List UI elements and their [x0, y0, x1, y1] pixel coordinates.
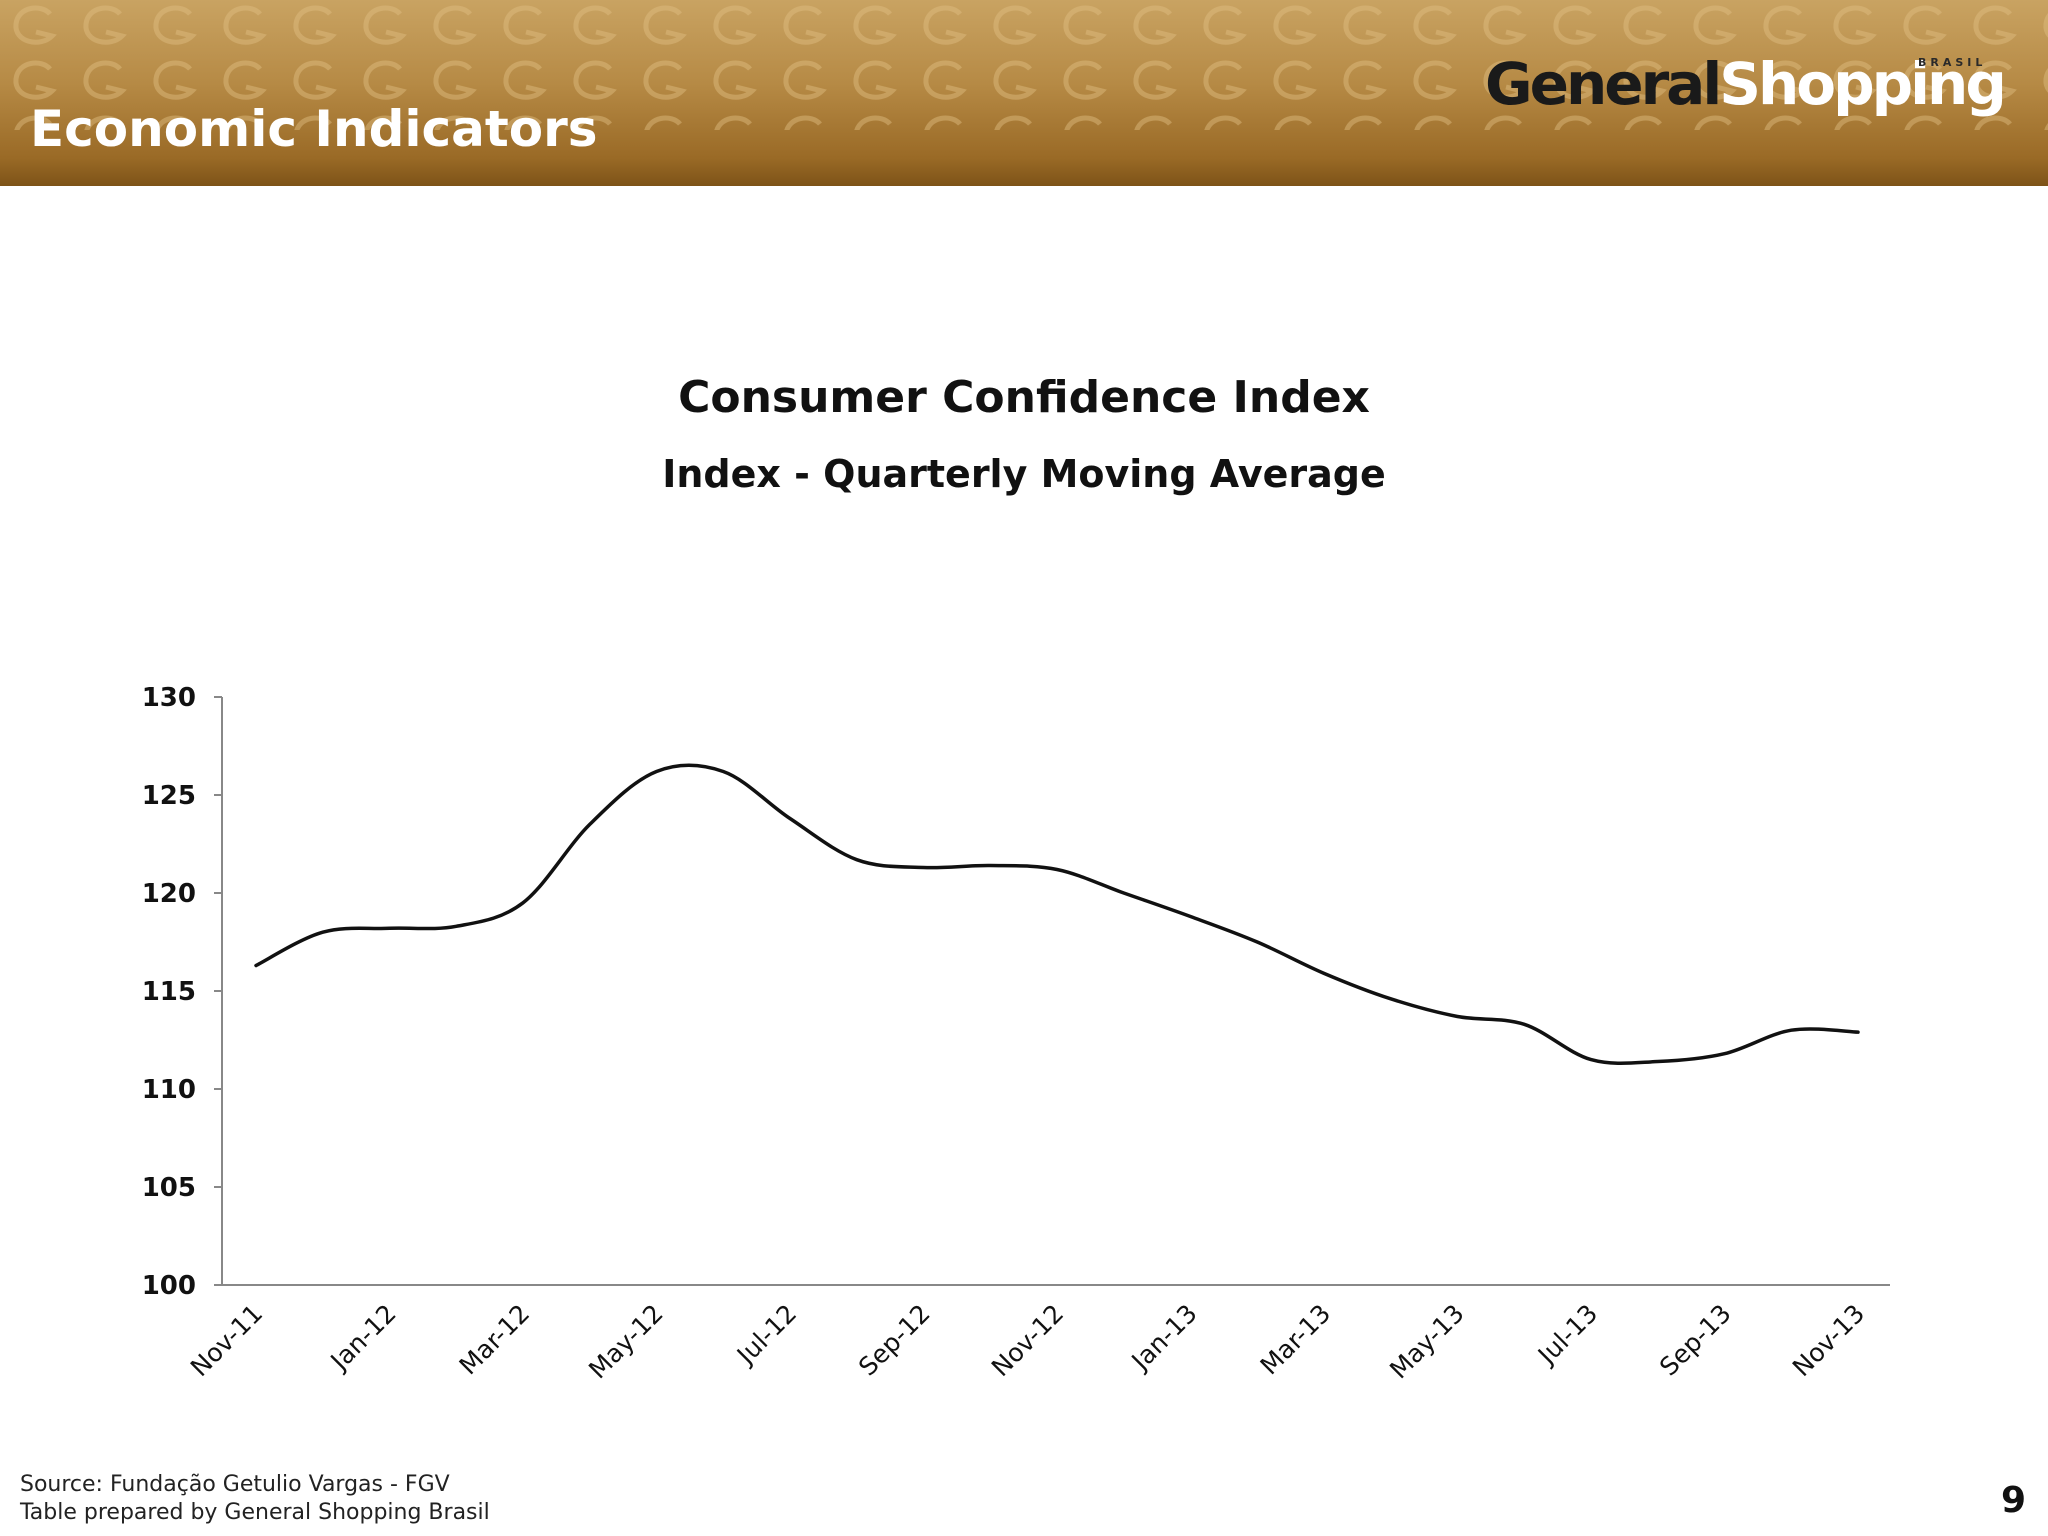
logo-general: General	[1485, 50, 1722, 118]
y-tick-label: 110	[142, 1075, 196, 1105]
x-tick-label: Jan-13	[1125, 1299, 1203, 1377]
header-banner: Economic Indicators GeneralShopping BRAS…	[0, 0, 2048, 186]
brand-logo: GeneralShopping	[1485, 50, 2007, 118]
chart-title: Consumer Confidence Index	[678, 372, 1370, 423]
data-point	[1057, 869, 1058, 870]
data-point	[1457, 1016, 1458, 1017]
chart-axes	[221, 697, 1890, 1286]
source-note: Source: Fundação Getulio Vargas - FGV	[20, 1472, 450, 1497]
data-point	[589, 824, 590, 825]
data-point	[790, 818, 791, 819]
header-pattern	[0, 0, 2048, 130]
data-point	[1657, 1061, 1658, 1062]
data-point	[322, 932, 323, 933]
data-point	[256, 965, 257, 966]
data-point	[1123, 893, 1124, 894]
x-tick-label: Nov-13	[1787, 1299, 1870, 1382]
data-point	[523, 902, 524, 903]
data-point	[1190, 916, 1191, 917]
y-tick-label: 115	[142, 977, 196, 1007]
x-tick-label: Nov-12	[986, 1299, 1069, 1382]
x-tick-label: May-12	[583, 1299, 669, 1385]
x-tick-label: Jul-12	[730, 1299, 802, 1371]
x-tick-label: Jul-13	[1531, 1299, 1603, 1371]
data-point	[1591, 1059, 1592, 1060]
x-tick-label: Sep-12	[853, 1299, 936, 1382]
prepared-note: Table prepared by General Shopping Brasi…	[20, 1500, 490, 1525]
data-point	[1724, 1053, 1725, 1054]
chart-subtitle: Index - Quarterly Moving Average	[662, 452, 1386, 496]
series-group	[254, 763, 1860, 1066]
x-tick-label: Mar-12	[454, 1299, 536, 1381]
y-tick-label: 125	[142, 781, 196, 811]
data-point	[923, 867, 924, 868]
data-point	[1858, 1032, 1859, 1033]
logo-shopping: Shopping	[1719, 50, 2007, 118]
y-axis-ticks: 130 125 120 115 110 105 100	[142, 683, 222, 1301]
x-tick-label: Sep-13	[1654, 1299, 1737, 1382]
y-tick-label: 105	[142, 1173, 196, 1203]
y-tick-label: 120	[142, 879, 196, 909]
data-point	[856, 859, 857, 860]
page-number: 9	[2000, 1480, 2026, 1521]
data-point	[389, 928, 390, 929]
x-tick-label: May-13	[1384, 1299, 1470, 1385]
y-tick-label: 130	[142, 683, 196, 713]
x-tick-label: Mar-13	[1255, 1299, 1337, 1381]
x-tick-label: Nov-11	[185, 1299, 268, 1382]
data-point	[1791, 1030, 1792, 1031]
data-point	[1257, 942, 1258, 943]
x-tick-label: Jan-12	[324, 1299, 402, 1377]
data-point	[656, 771, 657, 772]
series-line	[254, 763, 1860, 1066]
data-point	[1390, 998, 1391, 999]
data-point	[990, 865, 991, 866]
data-point	[1524, 1024, 1525, 1025]
x-axis-ticks: Nov-11 Jan-12 Mar-12 May-12 Jul-12 Sep-12 Nov-…	[185, 1299, 1870, 1385]
data-point	[1324, 973, 1325, 974]
logo-subtext: BRASIL	[1918, 56, 1987, 69]
y-tick-label: 100	[142, 1271, 196, 1301]
page-title: Economic Indicators	[30, 100, 598, 158]
data-point	[723, 771, 724, 772]
data-point	[456, 926, 457, 927]
